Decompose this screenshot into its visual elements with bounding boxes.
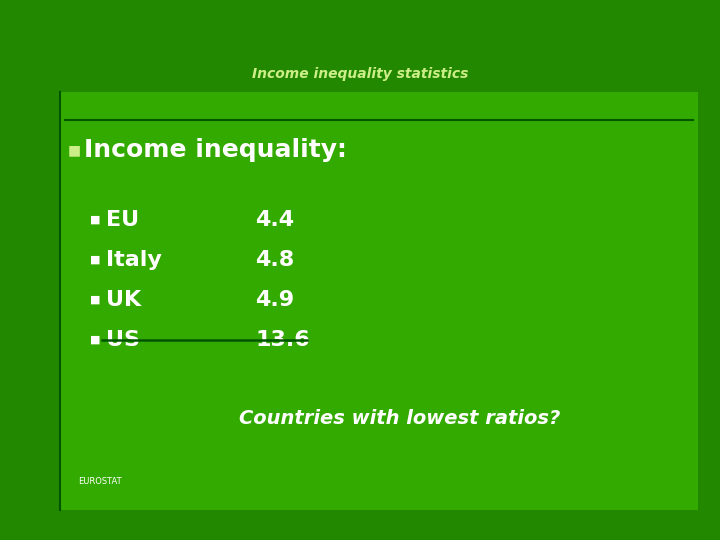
Text: EUROSTAT: EUROSTAT bbox=[78, 477, 122, 487]
Text: ■: ■ bbox=[68, 143, 81, 157]
Text: Income inequality statistics: Income inequality statistics bbox=[252, 67, 468, 81]
Text: UK: UK bbox=[106, 290, 141, 310]
Text: ■: ■ bbox=[90, 215, 101, 225]
Text: ■: ■ bbox=[90, 335, 101, 345]
Text: 4.9: 4.9 bbox=[255, 290, 294, 310]
Text: 4.4: 4.4 bbox=[255, 210, 294, 230]
Text: Income inequality:: Income inequality: bbox=[84, 138, 347, 162]
Text: 13.6: 13.6 bbox=[255, 330, 310, 350]
Text: ■: ■ bbox=[90, 255, 101, 265]
Text: US: US bbox=[106, 330, 140, 350]
Text: ■: ■ bbox=[90, 295, 101, 305]
Text: Italy: Italy bbox=[106, 250, 162, 270]
Text: 4.8: 4.8 bbox=[255, 250, 294, 270]
Text: EU: EU bbox=[106, 210, 139, 230]
Bar bbox=[60, 92, 698, 510]
Text: Countries with lowest ratios?: Countries with lowest ratios? bbox=[239, 408, 561, 428]
